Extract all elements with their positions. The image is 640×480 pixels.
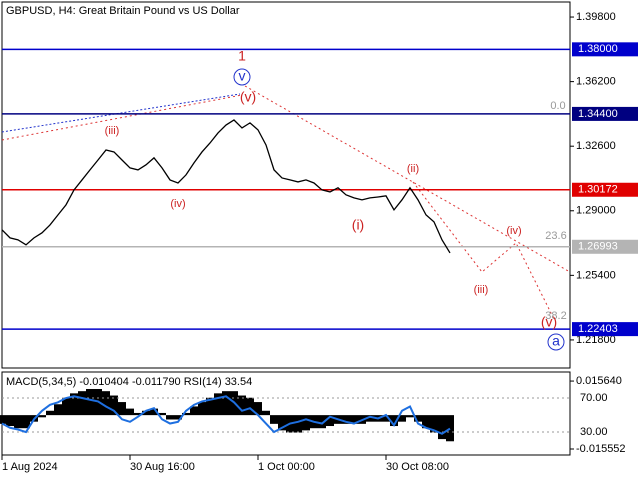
level-tag (572, 239, 638, 254)
macd-bar (190, 406, 198, 416)
wave-label: (ii) (407, 163, 419, 175)
macd-bar (342, 415, 350, 424)
macd-bar (390, 415, 398, 427)
wave-label: 38.2 (545, 310, 566, 322)
macd-bar (174, 415, 182, 420)
macd-bar (382, 415, 390, 422)
level-tag (572, 182, 638, 197)
macd-bar (158, 412, 166, 416)
y-tick-label: -0.015552 (576, 443, 626, 455)
x-tick-label: 30 Oct 08:00 (386, 461, 449, 473)
macd-bar (22, 415, 30, 429)
y-tick-label: 1.32600 (576, 140, 616, 152)
y2-tick-label: 70.00 (580, 392, 608, 404)
macd-bar (78, 391, 86, 416)
wave-guide (412, 181, 553, 316)
y2-tick-label: 30.00 (580, 426, 608, 438)
indicator-panel (1, 371, 571, 456)
macd-bar (70, 393, 78, 416)
level-label: 1.22403 (578, 323, 618, 335)
wave-label: (v) (240, 89, 256, 105)
macd-bar (46, 410, 54, 416)
macd-bar (262, 410, 270, 416)
macd-bar (326, 415, 334, 427)
macd-bar (430, 415, 438, 433)
macd-bar (278, 415, 286, 431)
level-label: 1.38000 (578, 43, 618, 55)
rsi-line (1, 395, 451, 435)
y-tick-label: 1.39800 (576, 11, 616, 23)
wave-label: (iv) (506, 225, 521, 237)
macd-bar (150, 408, 158, 416)
y-tick-label: 0.015640 (576, 375, 622, 387)
wave-label: 23.6 (545, 230, 566, 242)
macd-bar (118, 402, 126, 416)
wave-label: 0.0 (550, 100, 565, 112)
macd-bar (38, 415, 46, 418)
macd-bar (270, 415, 278, 424)
wave-label: (v) (541, 314, 557, 330)
macd-bar (214, 393, 222, 416)
wave-guide (1, 93, 241, 133)
macd-bar (414, 415, 422, 422)
level-label: 1.30172 (578, 184, 618, 196)
wave-circle (547, 333, 565, 351)
macd-bar (142, 410, 150, 416)
level-tag (572, 106, 638, 121)
level-label: 1.26993 (578, 241, 618, 253)
macd-bar (238, 395, 246, 416)
y-tick-label: 1.21800 (576, 334, 616, 346)
macd-bar (86, 388, 94, 416)
chart-title: GBPUSD, H4: Great Britain Pound vs US Do… (6, 5, 240, 17)
wave-label: (iv) (170, 198, 185, 210)
macd-bar (438, 415, 446, 440)
macd-bar (126, 408, 134, 416)
wave-label: a (552, 333, 560, 349)
macd-bar (366, 415, 374, 422)
macd-bar (198, 402, 206, 416)
level-tag (572, 42, 638, 57)
price-line (1, 119, 451, 254)
wave-label: (i) (352, 217, 364, 233)
macd-bar (134, 412, 142, 416)
macd-bar (318, 415, 326, 429)
macd-bar (166, 415, 174, 420)
macd-bar (102, 391, 110, 416)
macd-bar (422, 415, 430, 429)
macd-bar (398, 415, 406, 422)
macd-bar (302, 415, 310, 431)
macd-bar (54, 404, 62, 416)
x-tick-label: 1 Oct 00:00 (258, 461, 315, 473)
price-panel (1, 1, 571, 369)
level-label: 1.34400 (578, 108, 618, 120)
macd-bar (254, 402, 262, 416)
macd-bar (6, 415, 14, 427)
macd-bar (0, 415, 6, 424)
wave-guide (1, 94, 243, 141)
macd-bar (446, 415, 454, 442)
macd-bar (14, 415, 22, 429)
macd-bar (406, 415, 414, 418)
wave-label: (iii) (474, 284, 489, 296)
macd-bar (294, 415, 302, 433)
x-tick-label: 30 Aug 16:00 (130, 461, 195, 473)
y-tick-label: 1.36200 (576, 76, 616, 88)
macd-bar (246, 397, 254, 416)
macd-bar (206, 397, 214, 416)
wave-label: (iii) (105, 125, 120, 137)
macd-bar (350, 415, 358, 424)
wave-circle (233, 68, 251, 86)
macd-bar (222, 391, 230, 416)
y-tick-label: 1.29000 (576, 205, 616, 217)
wave-label: v (239, 68, 246, 84)
indicator-title: MACD(5,34,5) -0.010404 -0.011790 RSI(14)… (6, 376, 252, 388)
macd-bar (110, 395, 118, 416)
wave-label: 1 (238, 48, 246, 64)
level-tag (572, 322, 638, 337)
macd-bar (62, 397, 70, 416)
y-tick-label: 1.25400 (576, 269, 616, 281)
x-tick-label: 1 Aug 2024 (2, 461, 58, 473)
macd-bar (182, 412, 190, 416)
